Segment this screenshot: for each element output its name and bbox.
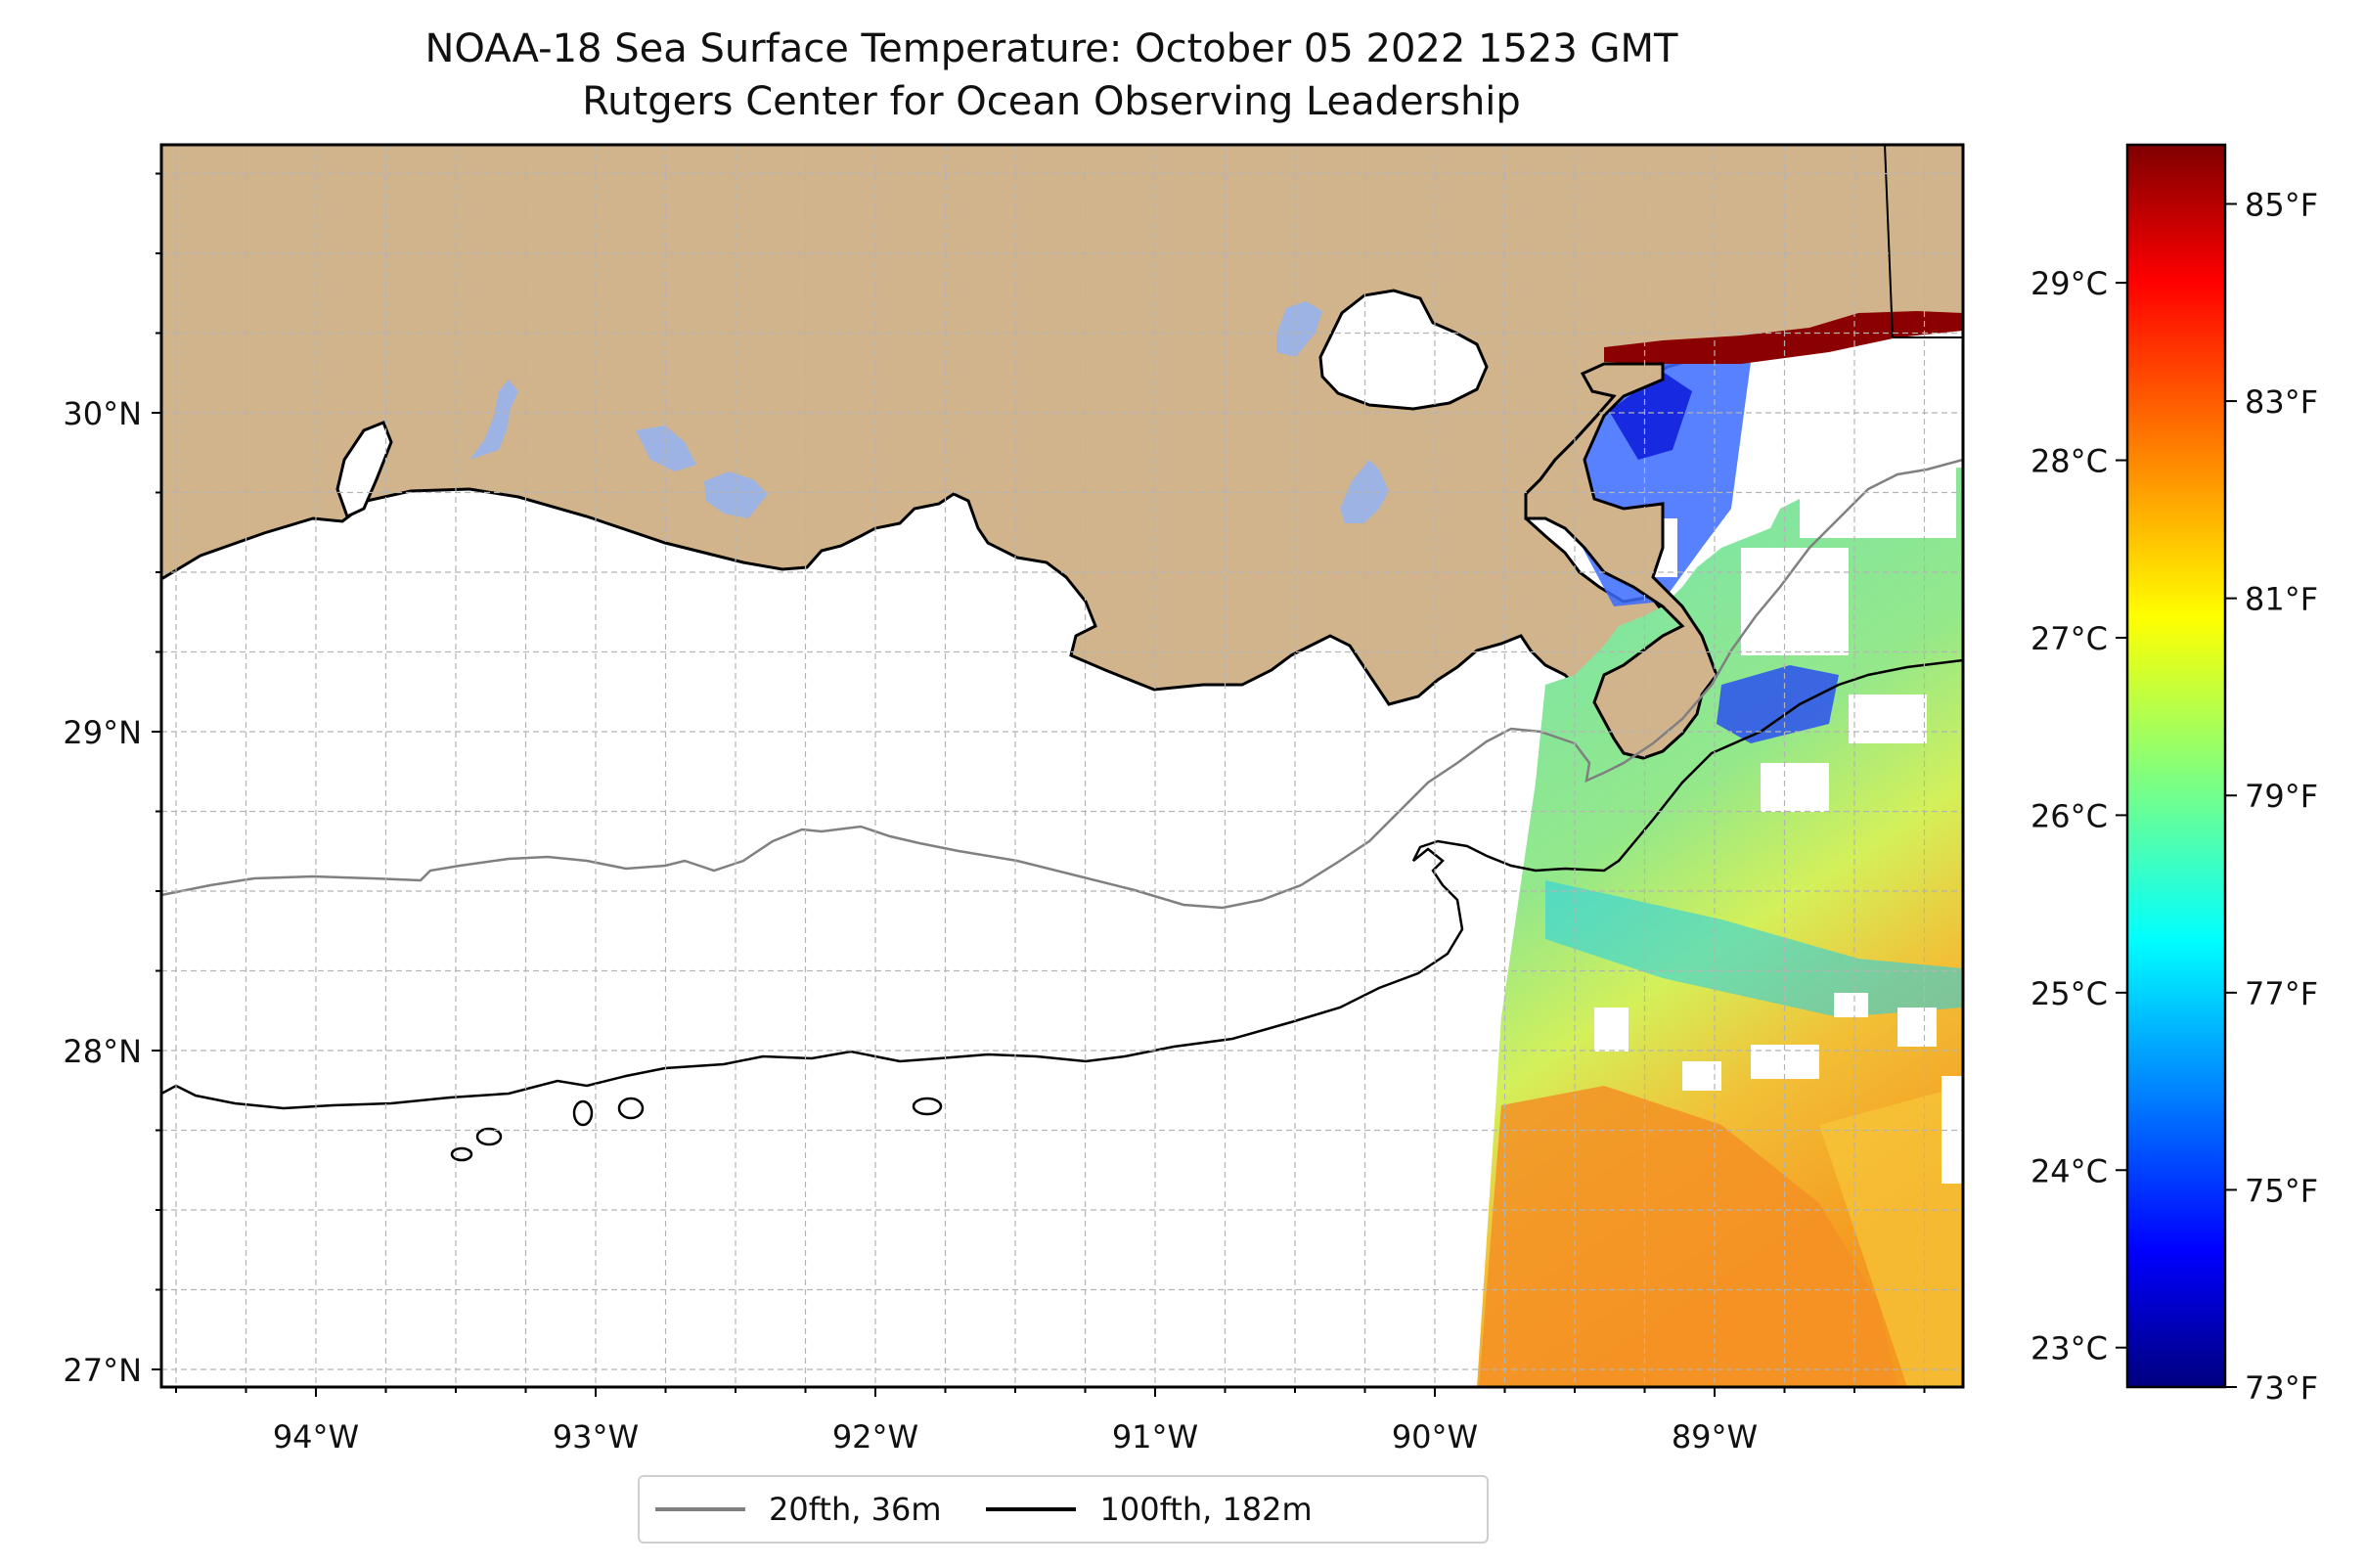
colorbar-c-label: 27°C	[2030, 620, 2108, 657]
colorbar-c-label: 25°C	[2030, 975, 2108, 1012]
lake-pontchartrain	[1318, 289, 1489, 411]
colorbar-f-label: 75°F	[2245, 1172, 2318, 1209]
colorbar-f-label: 77°F	[2245, 975, 2318, 1012]
map-area	[161, 145, 1963, 1387]
legend-line-100fth	[986, 1507, 1077, 1511]
lat-tick-label: 28°N	[63, 1033, 142, 1070]
lat-tick-label: 27°N	[63, 1352, 142, 1389]
lon-tick-label: 91°W	[1112, 1418, 1198, 1456]
contour-legend: 20fth, 36m 100fth, 182m	[638, 1475, 1489, 1544]
lon-tick-label: 90°W	[1392, 1418, 1478, 1456]
lon-tick-label: 94°W	[273, 1418, 359, 1456]
colorbar-f-label: 73°F	[2245, 1369, 2318, 1407]
colorbar-c-label: 26°C	[2030, 797, 2108, 834]
lat-tick-label: 29°N	[63, 714, 142, 751]
gridlines	[161, 145, 1963, 1387]
colorbar-f-label: 83°F	[2245, 383, 2318, 421]
lake-1	[469, 380, 518, 460]
lon-tick-label: 89°W	[1672, 1418, 1758, 1456]
map-axis-ticks: 94°W 93°W 92°W 91°W 90°W 89°W 30°N 29°N 28°N 27°N	[63, 172, 1926, 1456]
contour-20fth	[161, 458, 1963, 910]
lon-tick-label: 92°W	[832, 1418, 918, 1456]
legend-item-20fth: 20fth, 36m	[655, 1491, 941, 1528]
colorbar-ticks: 85°F 83°F 81°F 79°F 77°F 75°F 73°F 29°C 28°C 27°C…	[2030, 186, 2318, 1407]
lat-tick-label: 30°N	[63, 395, 142, 432]
colorbar-c-label: 24°C	[2030, 1152, 2108, 1189]
legend-line-20fth	[655, 1507, 745, 1511]
colorbar-c-label: 28°C	[2030, 443, 2108, 480]
legend-item-100fth: 100fth, 182m	[986, 1491, 1313, 1528]
colorbar-f-label: 85°F	[2245, 186, 2318, 223]
map-title: NOAA-18 Sea Surface Temperature: October…	[424, 26, 1678, 71]
legend-label-100fth: 100fth, 182m	[1099, 1491, 1313, 1528]
map-frame	[159, 143, 1965, 1389]
colorbar	[2125, 143, 2227, 1389]
colorbar-c-label: 23°C	[2030, 1330, 2108, 1367]
sst-swath	[1477, 311, 1963, 1387]
colorbar-f-label: 79°F	[2245, 778, 2318, 815]
legend-label-20fth: 20fth, 36m	[769, 1491, 942, 1528]
lon-tick-label: 93°W	[553, 1418, 639, 1456]
colorbar-c-label: 29°C	[2030, 265, 2108, 302]
contour-100fth	[161, 658, 1963, 1110]
map-subtitle: Rutgers Center for Ocean Observing Leade…	[582, 79, 1521, 124]
lake-4	[1276, 301, 1322, 357]
colorbar-f-label: 81°F	[2245, 581, 2318, 618]
lake-3	[704, 471, 768, 518]
